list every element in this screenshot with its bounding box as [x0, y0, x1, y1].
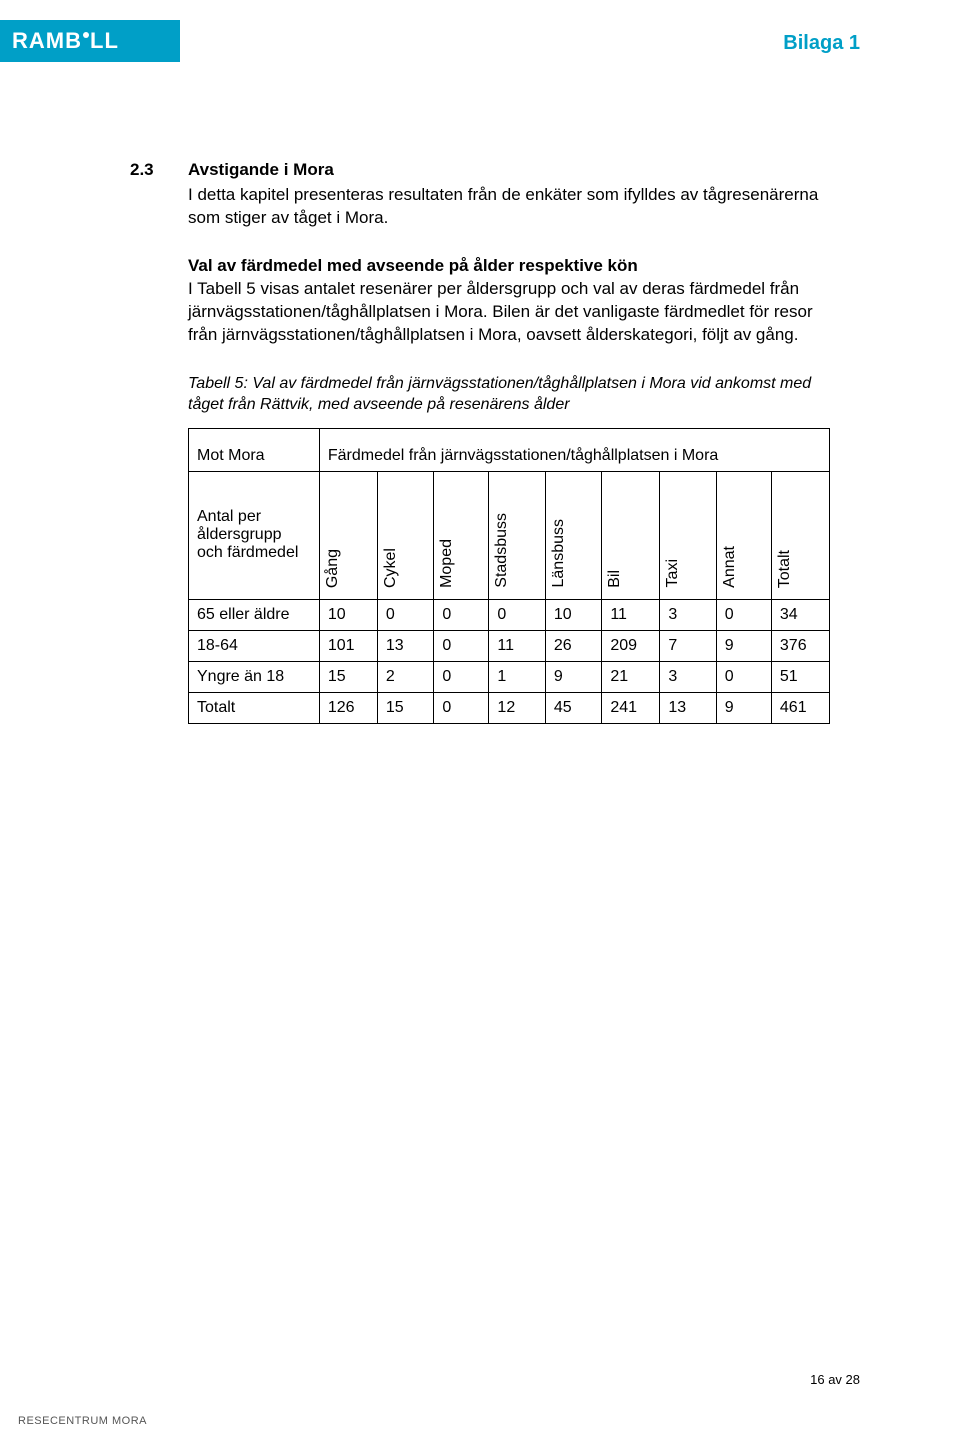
section-title: Avstigande i Mora	[188, 160, 334, 180]
cell: 51	[771, 661, 829, 692]
table-container: Mot Mora Färdmedel från järnvägsstatione…	[188, 428, 830, 724]
table-row: 65 eller äldre 10 0 0 0 10 11 3 0 34	[189, 599, 830, 630]
logo-text-b: LL	[90, 28, 119, 54]
col-totalt: Totalt	[771, 471, 829, 599]
footer-project-name: RESECENTRUM MORA	[18, 1415, 147, 1427]
subsection-body: I Tabell 5 visas antalet resenärer per å…	[188, 278, 830, 347]
transport-table: Mot Mora Färdmedel från järnvägsstatione…	[188, 428, 830, 724]
col-label: Taxi	[664, 559, 682, 587]
cell: 15	[377, 692, 433, 723]
cell: 0	[434, 661, 489, 692]
cell: 0	[489, 599, 545, 630]
cell: 11	[489, 630, 545, 661]
cell: 241	[602, 692, 660, 723]
row-label: Yngre än 18	[189, 661, 320, 692]
cell: 1	[489, 661, 545, 692]
page: RAMB LL Bilaga 1 2.3 Avstigande i Mora I …	[0, 0, 960, 1447]
cell: 461	[771, 692, 829, 723]
table-row: 18-64 101 13 0 11 26 209 7 9 376	[189, 630, 830, 661]
cell: 0	[716, 661, 771, 692]
cell: 45	[545, 692, 601, 723]
cell: 10	[545, 599, 601, 630]
col-label: Länsbuss	[550, 519, 568, 588]
col-lansbuss: Länsbuss	[545, 471, 601, 599]
cell: 21	[602, 661, 660, 692]
document-content: 2.3 Avstigande i Mora I detta kapitel pr…	[130, 160, 830, 724]
col-bil: Bil	[602, 471, 660, 599]
cell: 15	[319, 661, 377, 692]
cell: 9	[716, 630, 771, 661]
row-label: Totalt	[189, 692, 320, 723]
cell: 13	[377, 630, 433, 661]
page-number: 16 av 28	[810, 1372, 860, 1387]
section-intro: I detta kapitel presenteras resultaten f…	[188, 184, 830, 230]
col-annat: Annat	[716, 471, 771, 599]
cell: 3	[660, 661, 716, 692]
brand-logo: RAMB LL	[0, 20, 180, 62]
col-gang: Gång	[319, 471, 377, 599]
cell: 0	[716, 599, 771, 630]
cell: 0	[434, 630, 489, 661]
table-row: Yngre än 18 15 2 0 1 9 21 3 0 51	[189, 661, 830, 692]
cell: 9	[545, 661, 601, 692]
row-label: 18-64	[189, 630, 320, 661]
col-label: Stadsbuss	[493, 513, 511, 588]
cell: 0	[434, 692, 489, 723]
col-stadsbuss: Stadsbuss	[489, 471, 545, 599]
cell: 376	[771, 630, 829, 661]
col-taxi: Taxi	[660, 471, 716, 599]
row-label: 65 eller äldre	[189, 599, 320, 630]
cell: 12	[489, 692, 545, 723]
col-label: Moped	[438, 539, 456, 588]
cell: 13	[660, 692, 716, 723]
table-caption: Tabell 5: Val av färdmedel från järnvägs…	[188, 373, 830, 416]
cell: 101	[319, 630, 377, 661]
col-moped: Moped	[434, 471, 489, 599]
table-top-left: Mot Mora	[189, 428, 320, 471]
col-label: Annat	[721, 546, 739, 588]
cell: 10	[319, 599, 377, 630]
cell: 0	[434, 599, 489, 630]
col-label: Gång	[324, 549, 342, 588]
cell: 7	[660, 630, 716, 661]
cell: 3	[660, 599, 716, 630]
attachment-label: Bilaga 1	[783, 32, 860, 55]
section-number: 2.3	[130, 160, 188, 180]
table-row: Totalt 126 15 0 12 45 241 13 9 461	[189, 692, 830, 723]
cell: 209	[602, 630, 660, 661]
table-top-right: Färdmedel från järnvägsstationen/tåghåll…	[319, 428, 829, 471]
cell: 126	[319, 692, 377, 723]
cell: 0	[377, 599, 433, 630]
cell: 34	[771, 599, 829, 630]
col-cykel: Cykel	[377, 471, 433, 599]
table-header-row-1: Mot Mora Färdmedel från järnvägsstatione…	[189, 428, 830, 471]
table-header-row-2: Antal per åldersgrupp och färdmedel Gång…	[189, 471, 830, 599]
col-label: Bil	[606, 570, 624, 588]
cell: 11	[602, 599, 660, 630]
logo-dot-icon	[83, 32, 89, 38]
section-heading-row: 2.3 Avstigande i Mora	[130, 160, 830, 180]
logo-text-a: RAMB	[12, 28, 82, 54]
subsection-heading: Val av färdmedel med avseende på ålder r…	[188, 256, 830, 276]
col-label: Totalt	[776, 550, 794, 588]
col-label: Cykel	[382, 548, 400, 588]
cell: 9	[716, 692, 771, 723]
table-rowhead: Antal per åldersgrupp och färdmedel	[189, 471, 320, 599]
cell: 26	[545, 630, 601, 661]
cell: 2	[377, 661, 433, 692]
